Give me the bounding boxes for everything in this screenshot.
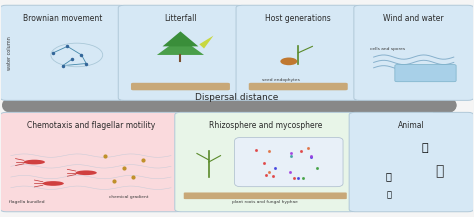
- Text: 🪲: 🪲: [386, 171, 392, 181]
- Text: 🐁: 🐁: [386, 191, 391, 200]
- Text: Chemotaxis and flagellar motility: Chemotaxis and flagellar motility: [27, 121, 155, 130]
- Polygon shape: [157, 38, 204, 55]
- FancyBboxPatch shape: [235, 137, 343, 187]
- FancyBboxPatch shape: [0, 112, 182, 212]
- FancyBboxPatch shape: [395, 65, 456, 82]
- Text: 🐝: 🐝: [421, 143, 428, 153]
- FancyBboxPatch shape: [175, 112, 356, 212]
- Text: Dispersal distance: Dispersal distance: [195, 93, 279, 102]
- FancyBboxPatch shape: [0, 5, 125, 100]
- Text: Litterfall: Litterfall: [164, 14, 197, 23]
- Text: Host generations: Host generations: [265, 14, 331, 23]
- Text: chemical gradient: chemical gradient: [109, 195, 148, 199]
- Text: Animal: Animal: [398, 121, 425, 130]
- FancyBboxPatch shape: [354, 5, 474, 100]
- Text: Wind and water: Wind and water: [383, 14, 444, 23]
- Ellipse shape: [24, 160, 45, 164]
- Text: water column: water column: [8, 36, 12, 70]
- Ellipse shape: [43, 181, 64, 186]
- FancyBboxPatch shape: [131, 83, 230, 90]
- Polygon shape: [199, 36, 213, 49]
- Text: cells and spores: cells and spores: [370, 46, 405, 51]
- Text: Brownian movement: Brownian movement: [23, 14, 102, 23]
- FancyBboxPatch shape: [118, 5, 243, 100]
- Text: seed endophytes: seed endophytes: [262, 78, 300, 82]
- FancyBboxPatch shape: [349, 112, 474, 212]
- Text: 👤: 👤: [436, 164, 444, 178]
- Text: flagella bundled: flagella bundled: [9, 200, 45, 204]
- Text: Rhizosphere and mycosphere: Rhizosphere and mycosphere: [209, 121, 322, 130]
- FancyBboxPatch shape: [249, 83, 348, 90]
- FancyBboxPatch shape: [236, 5, 360, 100]
- Circle shape: [280, 58, 297, 65]
- FancyBboxPatch shape: [184, 192, 347, 199]
- Text: plant roots and fungal hyphae: plant roots and fungal hyphae: [232, 200, 298, 204]
- Polygon shape: [163, 31, 198, 46]
- Ellipse shape: [76, 170, 97, 175]
